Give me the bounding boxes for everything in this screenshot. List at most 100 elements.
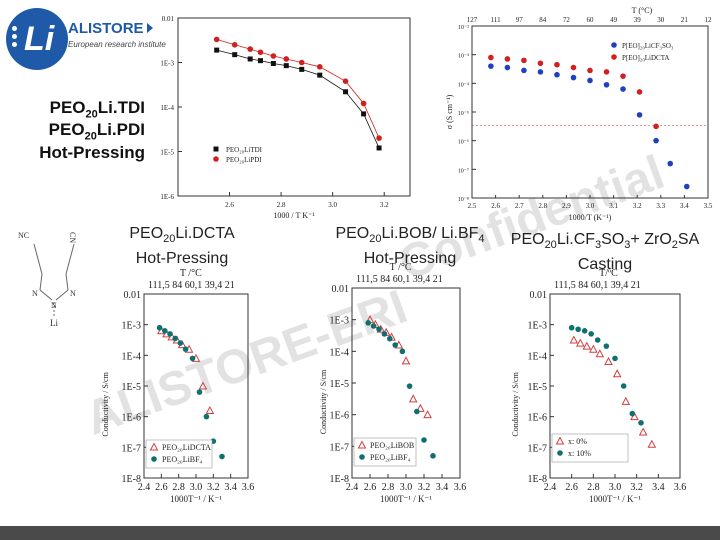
x-tick-label: 3.0 (190, 482, 203, 493)
data-point (630, 412, 639, 421)
x-tick-label: 2.8 (538, 202, 547, 210)
data-point (595, 349, 605, 358)
data-point (257, 49, 264, 56)
x-tick-label: 2.4 (346, 482, 359, 493)
data-point (603, 81, 610, 88)
y-tick-label: 10⁻⁵ (458, 111, 469, 117)
chart-tdi-pdi: 0.01 1E-3 1E-4 1E-5 1E-6 2.6 2.8 3.0 3.2 1000 / T… (160, 15, 411, 218)
top-tick-label: 127 (467, 16, 478, 24)
x-axis-label: 1000T⁻¹ / K⁻¹ (589, 494, 641, 504)
top-axis-label: T/ºC (599, 268, 618, 279)
data-point (257, 58, 263, 64)
x-axis-label: 1000T⁻¹ / K⁻¹ (380, 494, 432, 504)
chart-cf3so3-zro2: 0.01 1E-3 1E-4 1E-5 1E-6 1E-7 1E-82.4 2.6 2.8 3.0… (511, 268, 687, 504)
data-point (488, 63, 494, 69)
atom-n-left: N (32, 289, 38, 298)
legend-marker (555, 436, 565, 445)
legend-marker (149, 442, 159, 451)
y-tick-label: 1E-4 (160, 104, 174, 112)
x-tick-label: 2.4 (138, 482, 151, 493)
y-axis-label: Conductivity / S/cm (101, 371, 110, 436)
x-tick-label: 3.4 (436, 482, 449, 493)
data-point (575, 338, 585, 347)
y-tick-label: 10⁻⁴ (458, 82, 469, 88)
top-axis-label: T /°C (180, 268, 202, 279)
molecule-structure: NC CN N N N Li (18, 231, 77, 328)
x-tick-label: 2.9 (562, 202, 571, 210)
data-point (604, 356, 613, 365)
data-point (203, 413, 210, 420)
series-line-1 (216, 39, 380, 139)
x-axis-label: 1000/T (K⁻¹) (569, 213, 612, 222)
data-point (156, 324, 163, 331)
data-point (205, 405, 215, 415)
x-tick-label: 3.2 (207, 482, 220, 493)
y-tick-label: 1E-6 (160, 193, 174, 201)
data-point (575, 326, 581, 333)
y-tick-label: 1E-5 (330, 379, 349, 390)
y-tick-label: 1E-3 (122, 321, 141, 332)
data-point (406, 383, 413, 389)
y-tick-label: 1E-7 (528, 443, 547, 454)
x-tick-label: 3.6 (674, 482, 687, 493)
data-point (283, 63, 289, 69)
y-tick-label: 0.01 (162, 15, 175, 23)
x-tick-label: 3.6 (454, 482, 467, 493)
data-point (189, 355, 196, 362)
x-tick-label: 2.6 (155, 482, 168, 493)
y-axis-label: Conductivity / S/cm (319, 369, 328, 434)
x-tick-label: 3.2 (630, 482, 643, 493)
y-axis-label: Conductivity / S/cm (511, 371, 520, 436)
y-tick-label: 1E-4 (122, 351, 141, 362)
data-point (232, 52, 238, 58)
legend-box (145, 439, 213, 469)
atom-li: Li (50, 318, 58, 328)
data-point (182, 346, 189, 352)
data-point (587, 77, 593, 84)
top-tick-label: 60 (587, 16, 595, 24)
x-tick-label: 3.0 (400, 482, 413, 493)
data-point (343, 89, 349, 95)
data-point (219, 453, 225, 460)
y-tick-label: 1E-4 (330, 347, 349, 358)
data-point (316, 64, 323, 70)
y-tick-label: 1E-7 (122, 443, 141, 454)
caption-dcta: PEO20Li.DCTA Hot-Pressing (129, 225, 235, 268)
x-tick-label: 2.6 (565, 482, 578, 493)
data-point (270, 53, 277, 59)
data-point (537, 69, 544, 75)
top-tick-labels: 111,5 84 60,1 39,4 21 (148, 280, 235, 291)
x-tick-label: 3.0 (609, 482, 622, 493)
x-tick-label: 2.6 (225, 201, 234, 209)
top-tick-label: 39 (634, 16, 642, 24)
y-tick-label: 1E-4 (528, 351, 547, 362)
x-tick-label: 2.8 (382, 482, 395, 493)
top-axis-label: T (°C) (632, 6, 653, 15)
y-tick-label: 10⁻² (458, 25, 469, 31)
x-tick-label: 2.5 (468, 202, 477, 210)
data-point (653, 123, 659, 130)
data-point (270, 60, 276, 66)
data-point (588, 331, 594, 337)
data-point (177, 340, 184, 346)
top-tick-label: 21 (681, 16, 689, 24)
top-tick-label: 111 (491, 16, 501, 24)
top-tick-label: 30 (657, 16, 665, 24)
y-tick-label: 0.01 (332, 284, 350, 295)
y-tick-label: 1E-5 (160, 149, 174, 157)
data-point (621, 396, 631, 405)
x-tick-label: 2.6 (364, 482, 377, 493)
legend-label: PEO₂₀LiBF₄ (162, 455, 203, 464)
x-tick-label: 3.3 (656, 202, 665, 210)
data-point (570, 74, 577, 81)
legend-marker (611, 42, 617, 48)
x-tick-label: 2.8 (172, 482, 185, 493)
data-point (504, 56, 511, 62)
x-tick-label: 2.6 (491, 202, 500, 210)
y-tick-label: 10⁻³ (458, 54, 469, 60)
data-point (298, 59, 305, 66)
data-point (196, 389, 203, 395)
data-point (401, 356, 411, 365)
logo-triangle-icon (147, 23, 153, 33)
data-point (638, 420, 644, 426)
